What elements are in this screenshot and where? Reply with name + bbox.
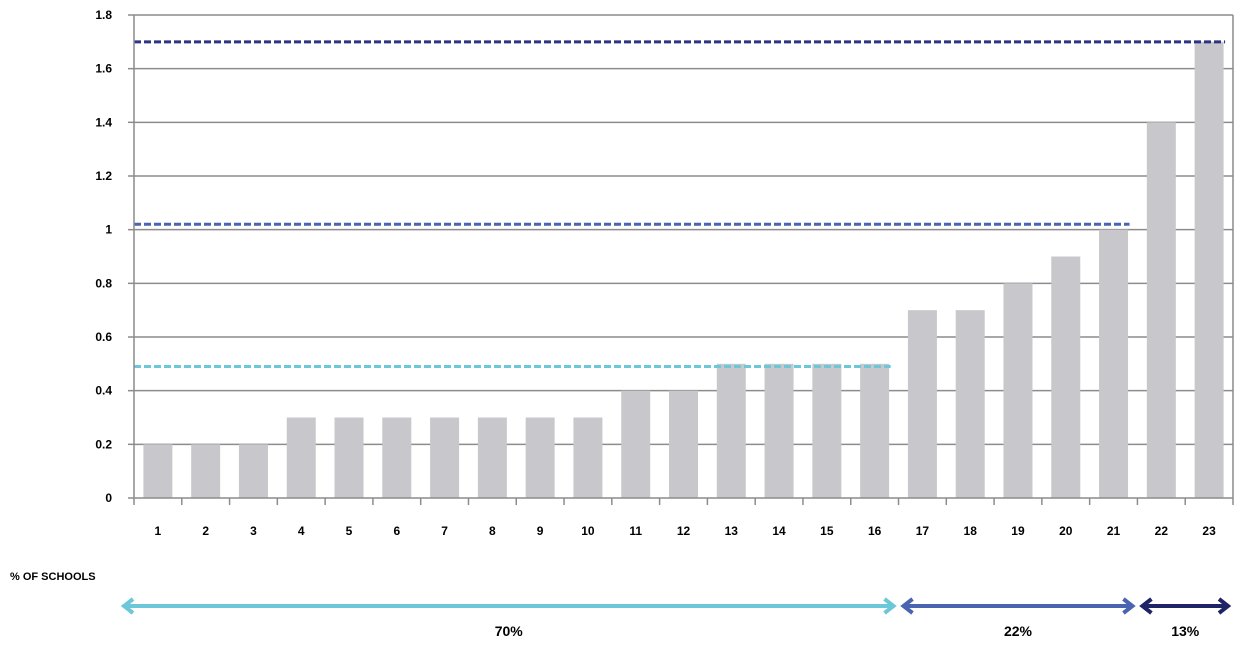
bar (1194, 41, 1224, 498)
bars (143, 41, 1224, 498)
bar (382, 417, 412, 498)
y-tick-label: 1.8 (95, 8, 112, 22)
bar (1099, 229, 1129, 498)
range-arrow-head-right (1217, 597, 1232, 615)
bar (716, 363, 746, 498)
range-arrow-head-right (883, 597, 897, 615)
x-tick-label: 21 (1107, 524, 1121, 538)
x-tick-label: 6 (393, 524, 400, 538)
y-tick-label: 1.6 (95, 62, 112, 76)
range-arrow-head-left (900, 597, 914, 615)
range-arrow-head-left (120, 597, 135, 615)
gridlines (134, 14, 1233, 446)
range-percent-label: 13% (1171, 623, 1200, 639)
y-tick-label: 0.2 (95, 437, 112, 451)
y-tick-label: 1.2 (95, 169, 112, 183)
bar (238, 444, 268, 498)
x-tick-label: 20 (1059, 524, 1073, 538)
x-tick-label: 2 (202, 524, 209, 538)
bar (430, 417, 460, 498)
range-arrow-head-right (1122, 597, 1136, 615)
bar (955, 310, 985, 498)
range-annotations: % OF SCHOOLS 70% 22% 13% (10, 571, 1232, 639)
x-tick-label: 22 (1155, 524, 1169, 538)
range-arrow-head-left (1139, 597, 1153, 615)
bar (1051, 256, 1081, 498)
x-tick-label: 14 (772, 524, 786, 538)
x-tick-label: 19 (1011, 524, 1025, 538)
y-tick-label: 1 (105, 223, 112, 237)
axes (128, 14, 1234, 505)
bar (573, 417, 603, 498)
bar (764, 363, 794, 498)
reference-lines (134, 40, 1226, 369)
x-tick-label: 7 (441, 524, 448, 538)
x-tick-label: 10 (581, 524, 595, 538)
bar (143, 444, 173, 498)
x-tick-label: 4 (298, 524, 305, 538)
x-tick-label: 9 (537, 524, 544, 538)
y-tick-label: 0.6 (95, 330, 112, 344)
x-tick-label: 3 (250, 524, 257, 538)
bar (477, 417, 507, 498)
bar (907, 310, 937, 498)
y-tick-label: 0.8 (95, 276, 112, 290)
bar (525, 417, 555, 498)
x-tick-label: 17 (916, 524, 930, 538)
bar (1003, 283, 1033, 498)
schools-caption: % OF SCHOOLS (10, 571, 96, 583)
x-tick-label: 16 (868, 524, 882, 538)
x-tick-label: 23 (1202, 524, 1216, 538)
bar (621, 390, 651, 498)
y-tick-label: 1.4 (95, 115, 112, 129)
bar (191, 444, 221, 498)
x-tick-label: 5 (346, 524, 353, 538)
bar (334, 417, 364, 498)
range-percent-label: 22% (1004, 623, 1033, 639)
x-tick-label: 12 (677, 524, 691, 538)
bar (860, 363, 890, 498)
x-tick-label: 11 (629, 524, 642, 538)
x-tick-label: 18 (964, 524, 978, 538)
x-tick-label: 8 (489, 524, 496, 538)
bar (1146, 122, 1176, 498)
range-percent-label: 70% (495, 623, 524, 639)
x-tick-label: 15 (820, 524, 834, 538)
y-tick-label: 0.4 (95, 384, 112, 398)
y-tick-label: 0 (105, 491, 112, 505)
x-tick-label: 13 (725, 524, 739, 538)
x-tick-label: 1 (155, 524, 162, 538)
tick-labels: 00.20.40.60.811.21.41.61.81 2 3 4 5 6 7 8 9 10 11 1… (95, 8, 1216, 538)
bar (286, 417, 316, 498)
bar (812, 363, 842, 498)
bar (669, 390, 698, 498)
